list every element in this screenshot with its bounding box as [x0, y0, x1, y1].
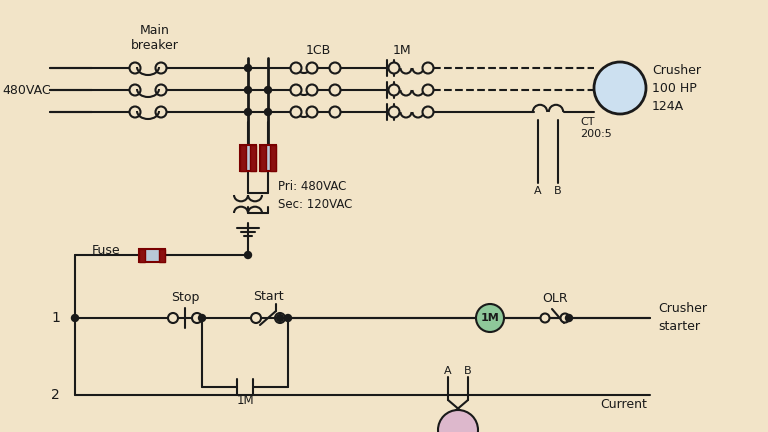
Circle shape [329, 63, 340, 73]
Text: Start: Start [253, 289, 283, 302]
Text: Crusher: Crusher [652, 64, 701, 76]
Circle shape [422, 85, 433, 95]
Text: 2: 2 [51, 388, 60, 402]
Text: Pri: 480VAC: Pri: 480VAC [278, 181, 346, 194]
Circle shape [198, 314, 206, 321]
Circle shape [251, 313, 261, 323]
Circle shape [561, 314, 570, 323]
Bar [240, 145, 246, 171]
Circle shape [306, 85, 317, 95]
Circle shape [306, 107, 317, 118]
Bar [139, 248, 145, 261]
Circle shape [290, 85, 302, 95]
Circle shape [476, 304, 504, 332]
Text: Sec: 120VAC: Sec: 120VAC [278, 198, 353, 212]
Circle shape [565, 314, 572, 321]
Circle shape [192, 313, 202, 323]
Circle shape [155, 85, 167, 95]
Circle shape [244, 251, 251, 258]
Text: 1M: 1M [481, 313, 499, 323]
Circle shape [244, 108, 251, 115]
Text: 124A: 124A [652, 99, 684, 112]
Text: A: A [444, 366, 452, 376]
Bar [260, 145, 276, 171]
Circle shape [71, 314, 78, 321]
Circle shape [329, 107, 340, 118]
Circle shape [541, 314, 549, 323]
Circle shape [389, 63, 399, 73]
Text: OLR: OLR [542, 292, 568, 305]
Circle shape [290, 63, 302, 73]
Circle shape [264, 86, 272, 93]
Circle shape [290, 107, 302, 118]
Circle shape [284, 314, 292, 321]
Bar [250, 145, 256, 171]
Circle shape [438, 410, 478, 432]
Circle shape [306, 63, 317, 73]
Circle shape [329, 85, 340, 95]
Bar [139, 248, 165, 261]
Text: Stop: Stop [170, 292, 199, 305]
Text: starter: starter [658, 321, 700, 334]
Circle shape [155, 107, 167, 118]
Circle shape [130, 85, 141, 95]
Text: 100 HP: 100 HP [652, 82, 697, 95]
Bar [240, 145, 256, 171]
Text: B: B [464, 366, 472, 376]
Bar [260, 145, 266, 171]
Circle shape [276, 314, 283, 321]
Circle shape [168, 313, 178, 323]
Circle shape [594, 62, 646, 114]
Bar [270, 145, 276, 171]
Text: Main
breaker: Main breaker [131, 24, 179, 52]
Circle shape [264, 108, 272, 115]
Circle shape [275, 313, 285, 323]
Circle shape [422, 107, 433, 118]
Text: Current: Current [600, 398, 647, 412]
Text: A: A [535, 186, 541, 196]
Circle shape [130, 107, 141, 118]
Circle shape [389, 107, 399, 118]
Circle shape [244, 64, 251, 72]
Circle shape [422, 63, 433, 73]
Circle shape [244, 86, 251, 93]
Text: CT
200:5: CT 200:5 [580, 117, 612, 139]
Text: Crusher: Crusher [658, 302, 707, 315]
Circle shape [155, 63, 167, 73]
Text: 1M: 1M [392, 44, 412, 57]
Text: 1: 1 [51, 311, 60, 325]
Text: 1CB: 1CB [306, 44, 331, 57]
Circle shape [130, 63, 141, 73]
Text: B: B [554, 186, 562, 196]
Bar [159, 248, 165, 261]
Text: Fuse: Fuse [92, 245, 121, 257]
Text: 1M: 1M [237, 394, 253, 407]
Text: 480VAC: 480VAC [2, 83, 51, 96]
Circle shape [389, 85, 399, 95]
